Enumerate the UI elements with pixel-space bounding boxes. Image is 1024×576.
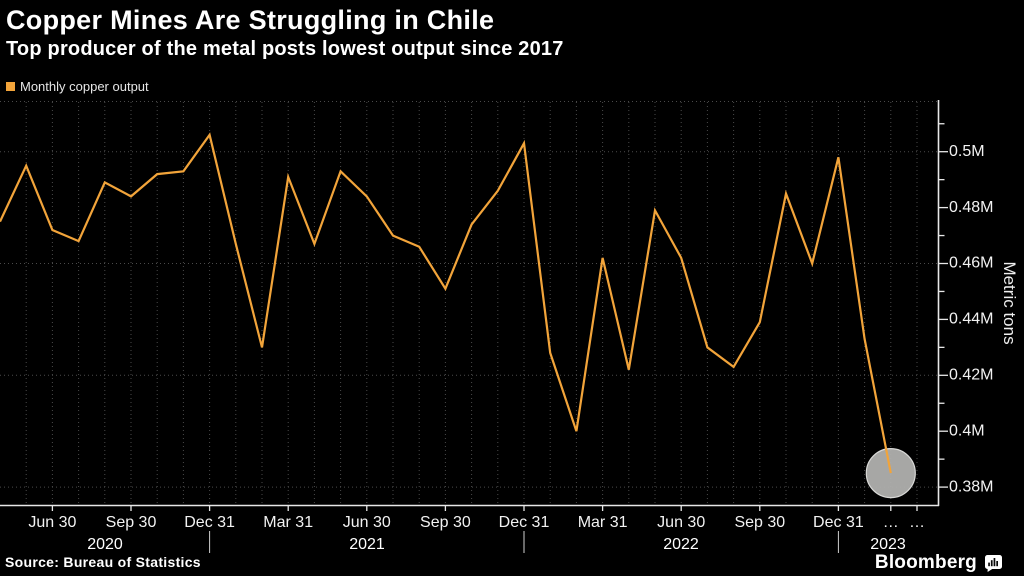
svg-text:…: …	[883, 514, 899, 531]
svg-text:0.46M: 0.46M	[949, 255, 993, 272]
bloomberg-logo: Bloomberg	[875, 552, 1002, 574]
y-axis-labels: 0.5M 0.48M 0.46M 0.44M 0.42M 0.4M 0.38M Metric …	[949, 143, 1019, 495]
svg-text:Dec 31: Dec 31	[813, 514, 864, 531]
gridlines	[0, 101, 938, 505]
svg-text:0.5M: 0.5M	[949, 143, 985, 160]
svg-text:0.42M: 0.42M	[949, 367, 993, 384]
svg-text:0.44M: 0.44M	[949, 311, 993, 328]
bloomberg-logo-icon	[985, 554, 1002, 572]
svg-text:0.38M: 0.38M	[949, 478, 993, 495]
svg-text:2022: 2022	[663, 536, 699, 553]
source-note: Source: Bureau of Statistics	[5, 554, 201, 570]
svg-text:Jun 30: Jun 30	[28, 514, 76, 531]
last-point-highlight	[865, 448, 916, 499]
svg-text:2021: 2021	[349, 536, 385, 553]
svg-text:Sep 30: Sep 30	[420, 514, 471, 531]
svg-text:Jun 30: Jun 30	[657, 514, 705, 531]
axes	[0, 100, 948, 511]
svg-text:0.48M: 0.48M	[949, 199, 993, 216]
svg-text:Sep 30: Sep 30	[106, 514, 157, 531]
legend-label: Monthly copper output	[20, 79, 149, 94]
legend: Monthly copper output	[6, 79, 149, 94]
svg-text:Dec 31: Dec 31	[499, 514, 550, 531]
y-axis-title: Metric tons	[1000, 261, 1019, 344]
x-axis-labels: Jun 30 Sep 30 Dec 31 Mar 31 Jun 30 Sep 30 Dec …	[28, 514, 925, 553]
svg-text:Jun 30: Jun 30	[343, 514, 391, 531]
svg-text:Dec 31: Dec 31	[184, 514, 235, 531]
bloomberg-wordmark: Bloomberg	[874, 552, 977, 573]
svg-text:Sep 30: Sep 30	[734, 514, 785, 531]
svg-text:2020: 2020	[87, 536, 123, 553]
svg-text:Mar 31: Mar 31	[578, 514, 628, 531]
svg-text:…: …	[909, 514, 925, 531]
output-line	[0, 132, 892, 474]
svg-text:Mar 31: Mar 31	[263, 514, 313, 531]
svg-text:0.4M: 0.4M	[949, 422, 985, 439]
svg-text:2023: 2023	[870, 536, 906, 553]
chart-subtitle: Top producer of the metal posts lowest o…	[6, 38, 564, 60]
legend-swatch-icon	[6, 82, 15, 91]
chart-title: Copper Mines Are Struggling in Chile	[6, 5, 495, 35]
